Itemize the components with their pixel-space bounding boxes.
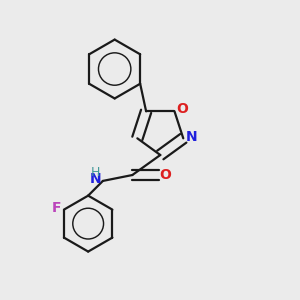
Text: F: F (52, 201, 61, 215)
Text: O: O (159, 168, 171, 182)
Text: O: O (176, 102, 188, 116)
Text: H: H (91, 166, 100, 179)
Text: N: N (186, 130, 197, 144)
Text: N: N (90, 172, 101, 186)
